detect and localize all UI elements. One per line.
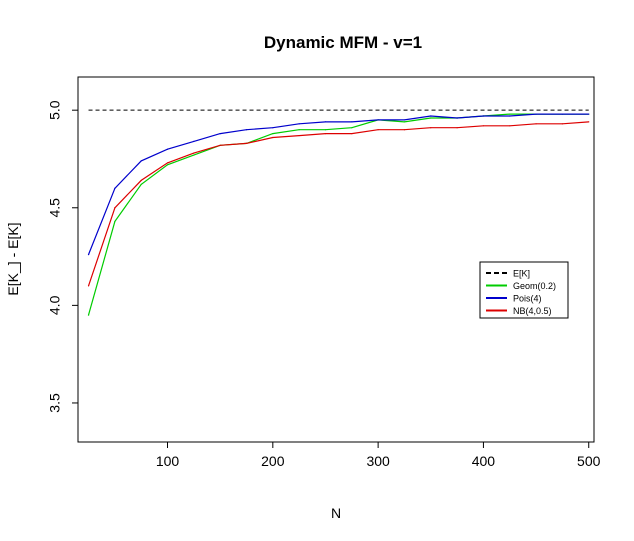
- data-point: [403, 119, 406, 121]
- series-line: [87, 113, 589, 255]
- data-point: [219, 144, 221, 146]
- data-point: [272, 127, 274, 129]
- data-point: [272, 133, 274, 135]
- data-point: [87, 314, 90, 316]
- x-tick-label: 500: [577, 453, 601, 469]
- legend-label: E[K]: [513, 269, 530, 279]
- data-point: [403, 129, 406, 131]
- data-point: [166, 148, 169, 150]
- data-point: [509, 115, 511, 117]
- data-point: [430, 117, 432, 119]
- data-point: [298, 123, 300, 125]
- data-point: [87, 285, 90, 287]
- x-tick-label: 300: [366, 453, 390, 469]
- data-point: [298, 129, 300, 131]
- legend: E[K] Geom(0.2) Pois(4) NB(4,0.5): [479, 261, 569, 319]
- data-point: [324, 129, 327, 131]
- data-point: [298, 134, 300, 137]
- data-point: [351, 133, 353, 135]
- data-point: [140, 160, 142, 162]
- series-layer: [87, 109, 590, 316]
- x-tick-label: 400: [472, 453, 496, 469]
- y-tick-label: 4.5: [47, 198, 63, 218]
- data-point: [430, 127, 432, 129]
- data-point: [87, 254, 90, 256]
- data-point: [351, 127, 353, 129]
- legend-items: E[K] Geom(0.2) Pois(4) NB(4,0.5): [486, 269, 556, 316]
- data-point: [114, 187, 116, 189]
- legend-label: Geom(0.2): [513, 281, 556, 291]
- data-point: [245, 142, 248, 144]
- data-point: [535, 113, 537, 115]
- data-point: [588, 121, 590, 123]
- data-point: [219, 133, 221, 135]
- chart-title: Dynamic MFM - v=1: [264, 33, 422, 52]
- series-line: [87, 113, 589, 316]
- data-point: [403, 121, 406, 123]
- y-tick-label: 3.5: [47, 393, 63, 413]
- data-point: [561, 123, 564, 125]
- x-tick-label: 100: [156, 453, 180, 469]
- data-point: [324, 133, 327, 135]
- x-tick-label: 200: [261, 453, 285, 469]
- data-point: [482, 115, 485, 117]
- data-point: [456, 117, 458, 119]
- data-point: [351, 121, 353, 123]
- data-point: [114, 220, 116, 223]
- data-point: [166, 162, 169, 164]
- series-nb-4-0-5: [87, 121, 590, 287]
- data-point: [193, 154, 195, 156]
- data-point: [456, 127, 458, 129]
- data-point: [509, 113, 511, 115]
- data-point: [193, 140, 195, 143]
- data-point: [140, 183, 142, 185]
- data-point: [166, 164, 169, 166]
- data-point: [377, 119, 379, 121]
- data-point: [377, 129, 379, 131]
- data-point: [430, 115, 432, 117]
- data-point: [482, 125, 485, 127]
- data-point: [245, 129, 248, 131]
- data-point: [509, 125, 511, 127]
- x-axis: 100 200 300 400 500: [156, 441, 601, 469]
- y-tick-label: 4.0: [47, 295, 63, 315]
- data-point: [561, 113, 564, 115]
- data-point: [272, 136, 274, 139]
- series-line: [87, 121, 589, 287]
- data-point: [114, 207, 116, 209]
- data-point: [324, 121, 327, 123]
- data-point: [140, 179, 142, 182]
- data-point: [588, 113, 590, 115]
- series-pois-4: [87, 113, 590, 256]
- legend-label: NB(4,0.5): [513, 306, 552, 316]
- data-point: [535, 123, 537, 125]
- legend-label: Pois(4): [513, 294, 542, 304]
- y-tick-label: 5.0: [47, 100, 63, 120]
- legend-box: [479, 261, 569, 319]
- x-axis-label: N: [331, 505, 341, 521]
- y-axis: 3.5 4.0 4.5 5.0: [47, 100, 79, 413]
- data-point: [193, 152, 195, 154]
- y-axis-label: E[K_] - E[K]: [5, 222, 21, 295]
